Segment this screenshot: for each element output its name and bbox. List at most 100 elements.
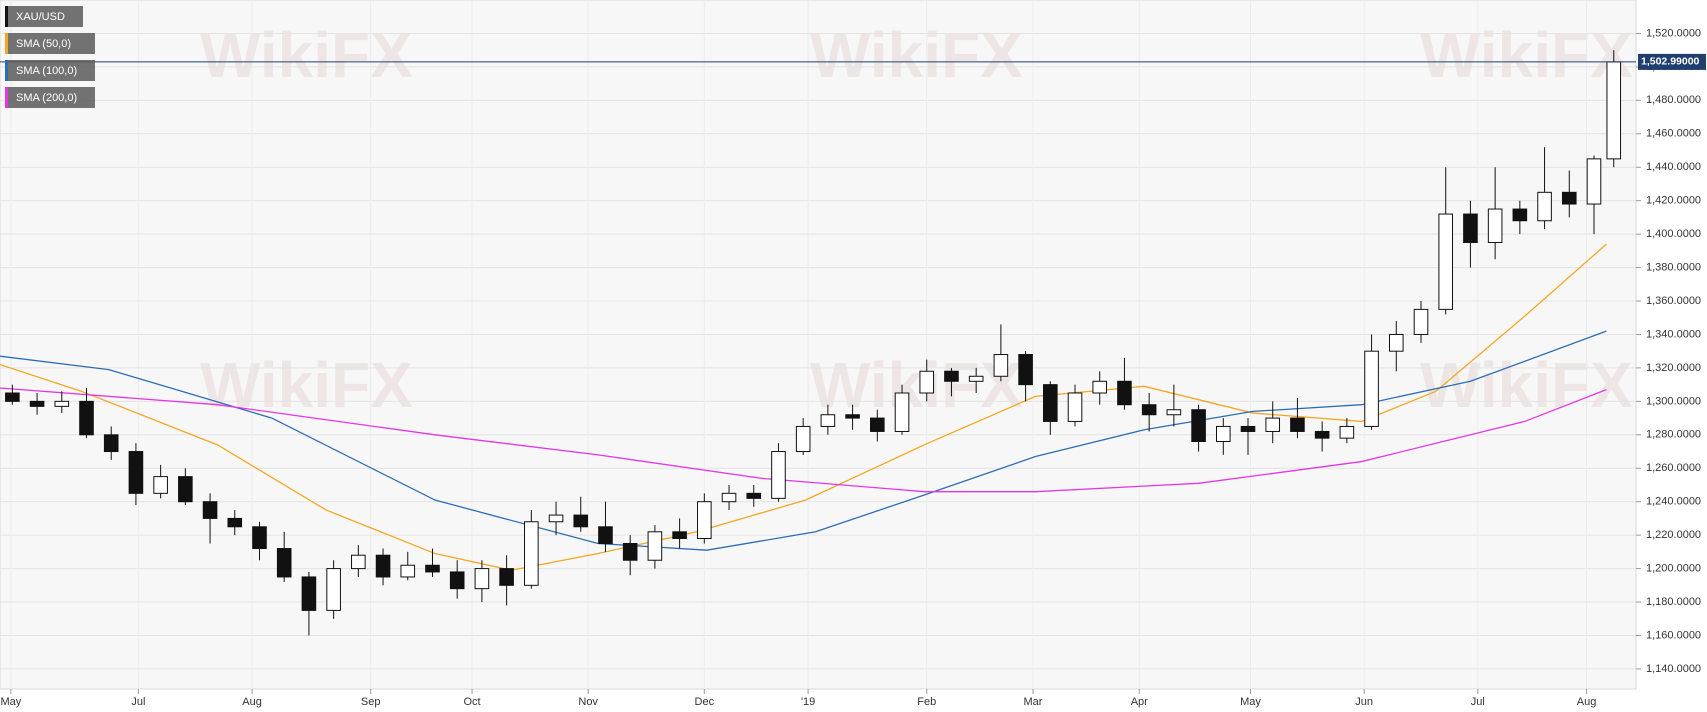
watermark: WikiFX	[200, 349, 413, 421]
watermark: WikiFX	[810, 349, 1023, 421]
candle-body	[1586, 158, 1602, 205]
candle-body	[1314, 430, 1330, 439]
x-tick-label: Aug	[1577, 696, 1597, 708]
x-tick-label: Jul	[1471, 696, 1485, 708]
legend-swatch	[5, 60, 8, 81]
candle-body	[227, 517, 243, 528]
legend-label: SMA (50,0)	[16, 38, 71, 50]
candle-body	[1092, 380, 1108, 394]
sma-line	[0, 330, 1607, 551]
candle-body	[993, 354, 1009, 377]
candle-body	[1561, 191, 1577, 205]
x-tick-label: Jun	[1355, 696, 1373, 708]
y-tick-label: 1,360.0000	[1646, 295, 1701, 307]
legend-label: XAU/USD	[16, 11, 65, 23]
y-tick-label: 1,520.0000	[1646, 27, 1701, 39]
candle-body	[1141, 404, 1157, 416]
legend-swatch	[5, 6, 8, 27]
candle-body	[1290, 417, 1305, 432]
watermark: WikiFX	[200, 19, 413, 91]
candle-body	[1364, 350, 1379, 427]
candle-body	[598, 526, 613, 545]
candle-body	[79, 400, 94, 436]
legend-box	[5, 33, 95, 54]
candle-body	[721, 492, 737, 503]
y-tick-label: 1,320.0000	[1646, 362, 1701, 374]
candle-body	[820, 414, 836, 427]
y-tick-label: 1,340.0000	[1646, 328, 1701, 340]
last-price-label: 1,502.99000	[1641, 56, 1700, 68]
candle-body	[548, 514, 564, 523]
candle-body	[1606, 61, 1622, 160]
candle-body	[1240, 425, 1256, 432]
candle-body	[1018, 354, 1033, 386]
candle-body	[622, 543, 638, 561]
candle-body	[1215, 425, 1231, 442]
x-tick-label: Apr	[1131, 696, 1148, 708]
candle-body	[301, 576, 317, 611]
candle-body	[153, 476, 168, 494]
candle-body	[1413, 308, 1429, 335]
candle-body	[1166, 409, 1182, 416]
candle-body	[1043, 384, 1058, 422]
candle-body	[524, 521, 539, 586]
candle-body	[252, 526, 267, 550]
y-tick-label: 1,240.0000	[1646, 496, 1701, 508]
candle-body	[1191, 409, 1206, 442]
candle-body	[573, 514, 589, 528]
y-tick-label: 1,200.0000	[1646, 562, 1701, 574]
candle-body	[202, 501, 218, 519]
sma-line	[0, 387, 1607, 493]
plot-area	[0, 0, 1637, 690]
candle-body	[128, 451, 144, 494]
y-tick-label: 1,380.0000	[1646, 261, 1701, 273]
y-tick-label: 1,180.0000	[1646, 596, 1701, 608]
candle-body	[746, 492, 762, 499]
watermark: WikiFX	[1420, 19, 1633, 91]
candle-body	[425, 564, 440, 573]
x-tick-label: Aug	[242, 696, 262, 708]
candle-body	[474, 568, 490, 590]
candle-body	[499, 568, 514, 586]
last-price-box	[1638, 53, 1706, 70]
candle-body	[672, 531, 687, 539]
candle-body	[1388, 333, 1404, 352]
candle-body	[1117, 380, 1132, 406]
candle-body	[1537, 191, 1552, 222]
y-tick-label: 1,420.0000	[1646, 195, 1701, 207]
y-tick-label: 1,480.0000	[1646, 94, 1701, 106]
y-tick-label: 1,140.0000	[1646, 663, 1701, 675]
candle-body	[1438, 213, 1454, 310]
x-tick-label: Feb	[917, 696, 936, 708]
candle-body	[5, 392, 20, 402]
x-tick-label: Sep	[361, 696, 381, 708]
candle-body	[795, 425, 811, 453]
y-tick-label: 1,400.0000	[1646, 228, 1701, 240]
x-tick-label: Dec	[695, 696, 715, 708]
candle-body	[29, 400, 45, 407]
watermark: WikiFX	[810, 19, 1023, 91]
x-tick-label: May	[0, 696, 21, 708]
candle-body	[351, 554, 366, 570]
candle-body	[375, 554, 391, 578]
candle-body	[54, 400, 70, 407]
x-tick-label: Mar	[1024, 696, 1043, 708]
y-tick-label: 1,460.0000	[1646, 128, 1701, 140]
legend-box	[5, 60, 95, 81]
candle-body	[944, 370, 959, 382]
candle-body	[697, 501, 712, 539]
legend-box	[5, 87, 95, 108]
legend-box	[5, 6, 83, 27]
legend-label: SMA (200,0)	[16, 92, 77, 104]
candle-body	[919, 370, 935, 394]
y-tick-label: 1,220.0000	[1646, 529, 1701, 541]
candle-body	[1339, 425, 1355, 439]
candle-body	[1512, 208, 1528, 222]
legend-label: SMA (100,0)	[16, 65, 77, 77]
y-tick-label: 1,160.0000	[1646, 629, 1701, 641]
candle-body	[771, 451, 786, 499]
legend-swatch	[5, 33, 8, 54]
candle-body	[1265, 417, 1281, 432]
candle-body	[1067, 392, 1083, 422]
